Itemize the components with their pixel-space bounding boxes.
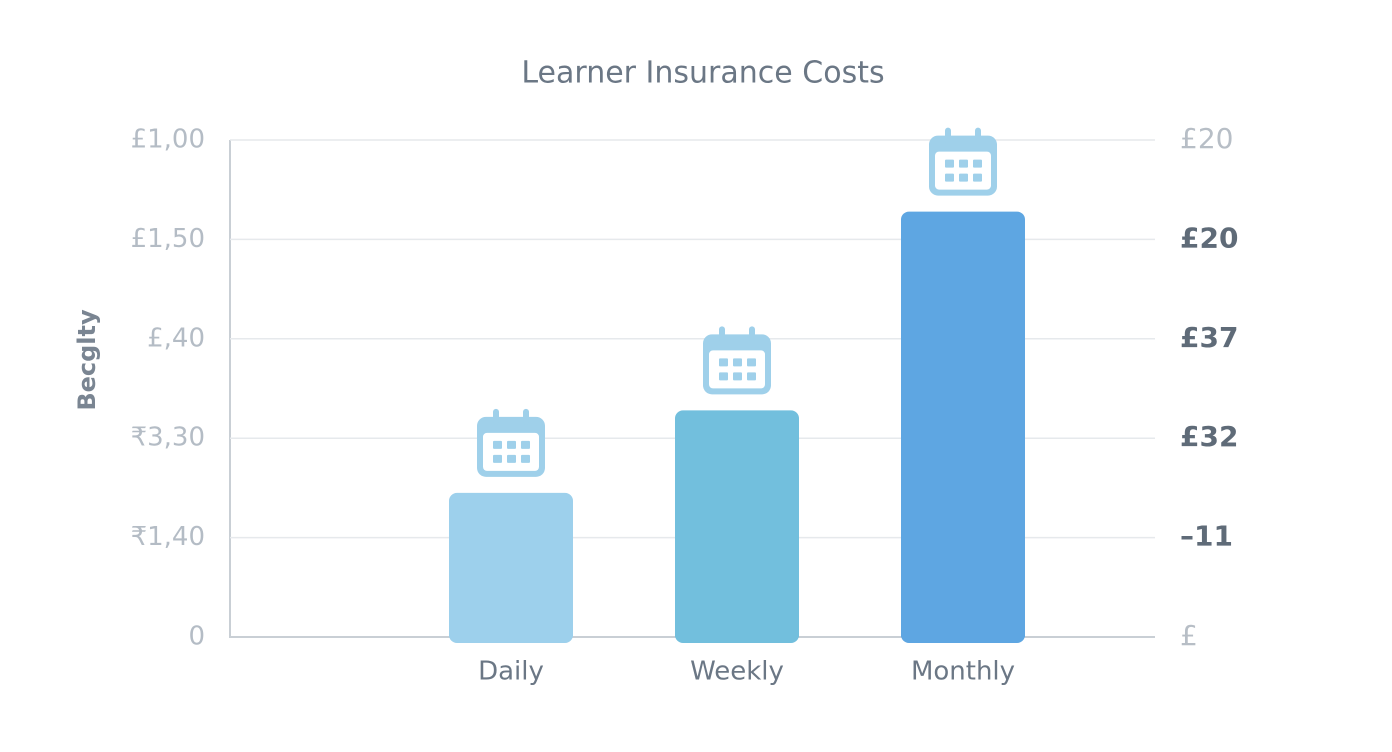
bar-base: [901, 629, 1025, 637]
y-axis-label: Becglty: [73, 309, 101, 411]
icon-cell: [719, 358, 728, 367]
y2-tick-label: –11: [1180, 520, 1233, 553]
icon-cell: [507, 440, 516, 449]
icon-face: [483, 432, 539, 471]
icon-cell: [945, 159, 954, 168]
icon-face: [709, 350, 765, 389]
icon-cell: [493, 440, 502, 449]
bar: [675, 410, 799, 643]
icon-ring: [975, 127, 981, 144]
bar-base: [675, 629, 799, 637]
y2-tick-label: £20: [1180, 221, 1238, 254]
chart-title: Learner Insurance Costs: [521, 56, 884, 91]
icon-cell: [521, 440, 530, 449]
calendar-icon: [929, 127, 997, 196]
y2-tick-label: £32: [1180, 420, 1238, 453]
y2-tick-label: £37: [1180, 321, 1238, 354]
icon-cell: [973, 173, 982, 182]
y-tick-label: £1,50: [131, 224, 205, 254]
x-tick-label: Monthly: [911, 657, 1015, 687]
icon-face: [935, 151, 991, 190]
icon-cell: [945, 173, 954, 182]
icon-cell: [507, 454, 516, 463]
bar-base: [449, 629, 573, 637]
calendar-icon: [703, 326, 771, 395]
icon-cell: [747, 372, 756, 381]
icon-cell: [733, 358, 742, 367]
y2-tick-label: £: [1180, 619, 1198, 652]
y-tick-label: £,40: [147, 323, 205, 353]
icon-cell: [493, 454, 502, 463]
y-tick-label: 0: [188, 622, 205, 652]
icon-cell: [747, 358, 756, 367]
y-tick-label: ₹1,40: [131, 522, 205, 552]
y-tick-label: £1,00: [131, 125, 205, 155]
bar: [901, 211, 1025, 643]
x-tick-label: Daily: [478, 657, 544, 687]
icon-cell: [959, 173, 968, 182]
icon-cell: [973, 159, 982, 168]
y2-tick-label: £20: [1180, 122, 1233, 155]
bar: [449, 492, 573, 643]
icon-ring: [749, 326, 755, 343]
icon-ring: [493, 408, 499, 425]
icon-ring: [945, 127, 951, 144]
icon-cell: [959, 159, 968, 168]
icon-cell: [521, 454, 530, 463]
icon-cell: [733, 372, 742, 381]
x-tick-label: Weekly: [690, 657, 784, 687]
calendar-icon: [477, 408, 545, 477]
icon-cell: [719, 372, 728, 381]
y-tick-label: ₹3,30: [131, 423, 205, 453]
icon-ring: [719, 326, 725, 343]
icon-ring: [523, 408, 529, 425]
